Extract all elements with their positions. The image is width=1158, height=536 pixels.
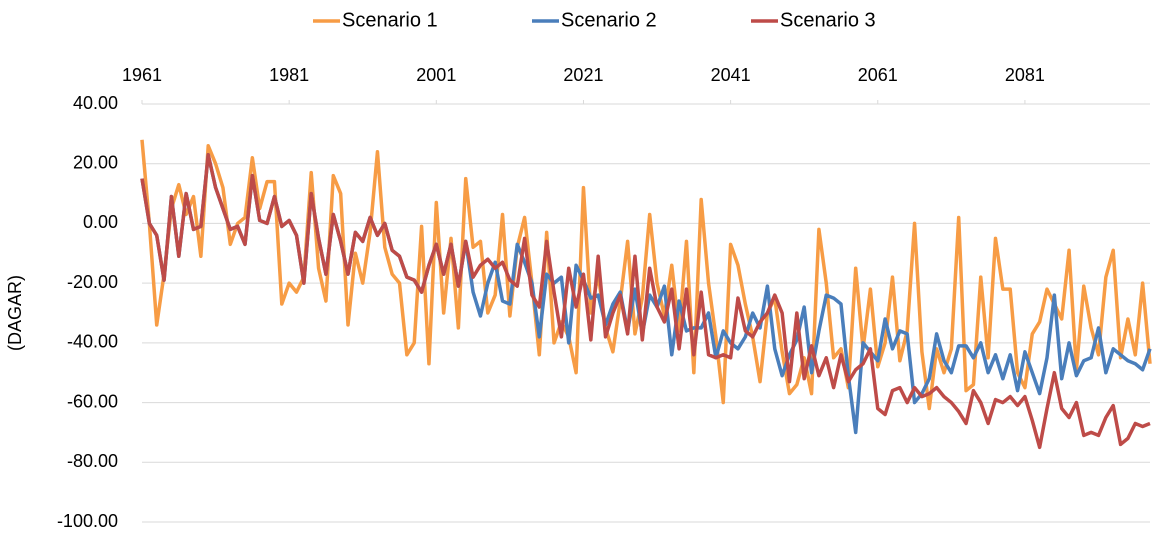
x-tick-label: 2041 <box>711 65 751 85</box>
y-tick-label: -20.00 <box>67 272 118 292</box>
y-tick-label: 0.00 <box>83 212 118 232</box>
legend-label: Scenario 3 <box>780 9 876 31</box>
y-tick-label: -100.00 <box>57 511 118 531</box>
x-tick-label: 2081 <box>1005 65 1045 85</box>
legend-label: Scenario 1 <box>342 9 438 31</box>
y-tick-label: -60.00 <box>67 391 118 411</box>
x-tick-label: 2021 <box>563 65 603 85</box>
x-tick-label: 1981 <box>269 65 309 85</box>
legend-label: Scenario 2 <box>561 9 657 31</box>
series-line <box>140 139 1152 411</box>
y-tick-label: -40.00 <box>67 332 118 352</box>
series-line <box>140 153 1151 450</box>
y-tick-label: 40.00 <box>73 93 118 113</box>
y-axis-title: (DAGAR) <box>5 275 25 351</box>
y-tick-label: -80.00 <box>67 451 118 471</box>
y-tick-label: 20.00 <box>73 152 118 172</box>
x-tick-label: 2061 <box>858 65 898 85</box>
x-tick-label: 1961 <box>122 65 162 85</box>
x-tick-label: 2001 <box>416 65 456 85</box>
